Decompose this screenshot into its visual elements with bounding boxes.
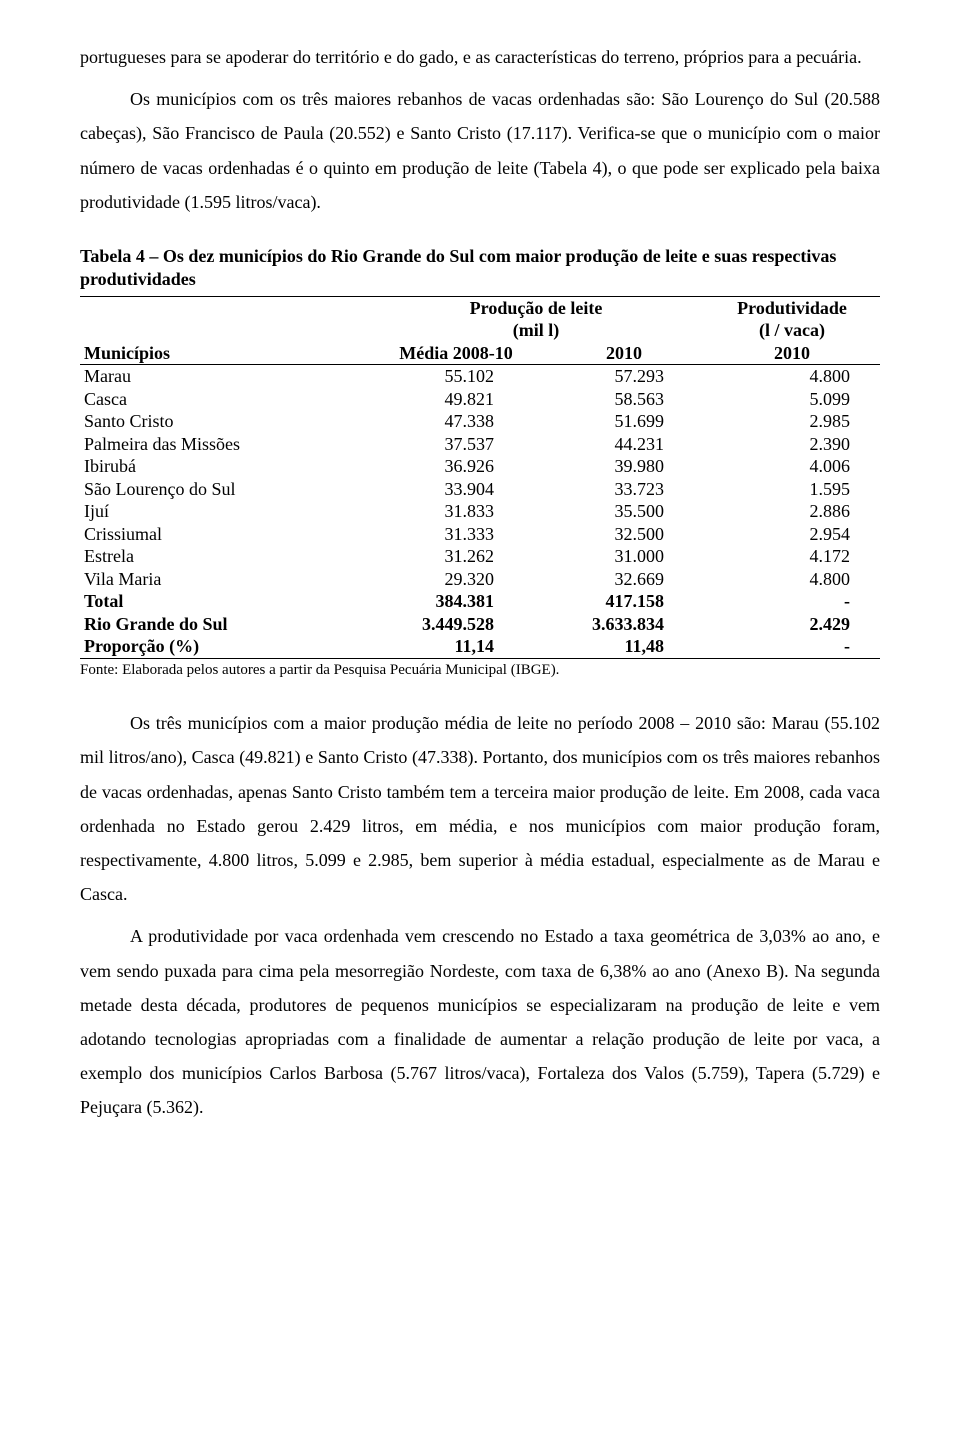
row-prod: 4.800: [704, 365, 880, 388]
paragraph-1: portugueses para se apoderar do territór…: [80, 40, 880, 74]
table-row: Ijuí 31.833 35.500 2.886: [80, 500, 880, 523]
row-prod: 2.886: [704, 500, 880, 523]
row-2010: 58.563: [544, 388, 704, 411]
row-2010: 32.500: [544, 523, 704, 546]
row-name: Palmeira das Missões: [80, 433, 368, 456]
table-row: Ibirubá 36.926 39.980 4.006: [80, 455, 880, 478]
row-media: 31.333: [368, 523, 544, 546]
row-prod: -: [704, 590, 880, 613]
row-prod: 2.954: [704, 523, 880, 546]
row-media: 11,14: [368, 635, 544, 658]
row-prod: 4.800: [704, 568, 880, 591]
row-name: Ibirubá: [80, 455, 368, 478]
paragraph-3: Os três municípios com a maior produção …: [80, 706, 880, 911]
row-media: 49.821: [368, 388, 544, 411]
row-name: Vila Maria: [80, 568, 368, 591]
row-media: 384.381: [368, 590, 544, 613]
row-2010: 417.158: [544, 590, 704, 613]
table-row: Crissiumal 31.333 32.500 2.954: [80, 523, 880, 546]
row-prod: -: [704, 635, 880, 658]
table-row: Palmeira das Missões 37.537 44.231 2.390: [80, 433, 880, 456]
table-row-total: Total 384.381 417.158 -: [80, 590, 880, 613]
table-row-rgs: Rio Grande do Sul 3.449.528 3.633.834 2.…: [80, 613, 880, 636]
table-row-prop: Proporção (%) 11,14 11,48 -: [80, 635, 880, 658]
row-prod: 1.595: [704, 478, 880, 501]
row-prod: 2.390: [704, 433, 880, 456]
row-name: Proporção (%): [80, 635, 368, 658]
row-media: 47.338: [368, 410, 544, 433]
row-prod: 2.985: [704, 410, 880, 433]
table-row: Estrela 31.262 31.000 4.172: [80, 545, 880, 568]
header-media: Média 2008-10: [368, 342, 544, 365]
row-2010: 3.633.834: [544, 613, 704, 636]
row-media: 37.537: [368, 433, 544, 456]
header-prod-leite-unit: (mil l): [513, 320, 560, 340]
table-row: São Lourenço do Sul 33.904 33.723 1.595: [80, 478, 880, 501]
header-2010a: 2010: [544, 342, 704, 365]
row-2010: 32.669: [544, 568, 704, 591]
row-prod: 2.429: [704, 613, 880, 636]
table-row: Santo Cristo 47.338 51.699 2.985: [80, 410, 880, 433]
header-municipios: Municípios: [80, 342, 368, 365]
row-media: 55.102: [368, 365, 544, 388]
row-media: 3.449.528: [368, 613, 544, 636]
table-row: Casca 49.821 58.563 5.099: [80, 388, 880, 411]
row-name: São Lourenço do Sul: [80, 478, 368, 501]
row-prod: 4.006: [704, 455, 880, 478]
data-table: Produção de leite (mil l) Produtividade …: [80, 296, 880, 659]
row-2010: 33.723: [544, 478, 704, 501]
row-name: Casca: [80, 388, 368, 411]
row-2010: 44.231: [544, 433, 704, 456]
table-row: Vila Maria 29.320 32.669 4.800: [80, 568, 880, 591]
row-2010: 51.699: [544, 410, 704, 433]
table-source: Fonte: Elaborada pelos autores a partir …: [80, 661, 880, 681]
row-name: Crissiumal: [80, 523, 368, 546]
row-prod: 5.099: [704, 388, 880, 411]
table-row: Marau 55.102 57.293 4.800: [80, 365, 880, 388]
row-media: 31.833: [368, 500, 544, 523]
row-media: 33.904: [368, 478, 544, 501]
row-media: 36.926: [368, 455, 544, 478]
row-2010: 57.293: [544, 365, 704, 388]
row-name: Ijuí: [80, 500, 368, 523]
row-media: 31.262: [368, 545, 544, 568]
row-name: Estrela: [80, 545, 368, 568]
document-page: portugueses para se apoderar do territór…: [0, 0, 960, 1172]
row-2010: 39.980: [544, 455, 704, 478]
row-name: Santo Cristo: [80, 410, 368, 433]
row-name: Rio Grande do Sul: [80, 613, 368, 636]
paragraph-4: A produtividade por vaca ordenhada vem c…: [80, 919, 880, 1124]
row-prod: 4.172: [704, 545, 880, 568]
row-name: Total: [80, 590, 368, 613]
row-2010: 11,48: [544, 635, 704, 658]
table-title: Tabela 4 – Os dez municípios do Rio Gran…: [80, 245, 880, 292]
header-2010b: 2010: [704, 342, 880, 365]
row-media: 29.320: [368, 568, 544, 591]
header-prod-leite: Produção de leite: [470, 298, 603, 318]
paragraph-2: Os municípios com os três maiores rebanh…: [80, 82, 880, 219]
row-2010: 31.000: [544, 545, 704, 568]
header-produtividade: Produtividade: [737, 298, 847, 318]
row-2010: 35.500: [544, 500, 704, 523]
row-name: Marau: [80, 365, 368, 388]
header-produtividade-unit: (l / vaca): [759, 320, 825, 340]
